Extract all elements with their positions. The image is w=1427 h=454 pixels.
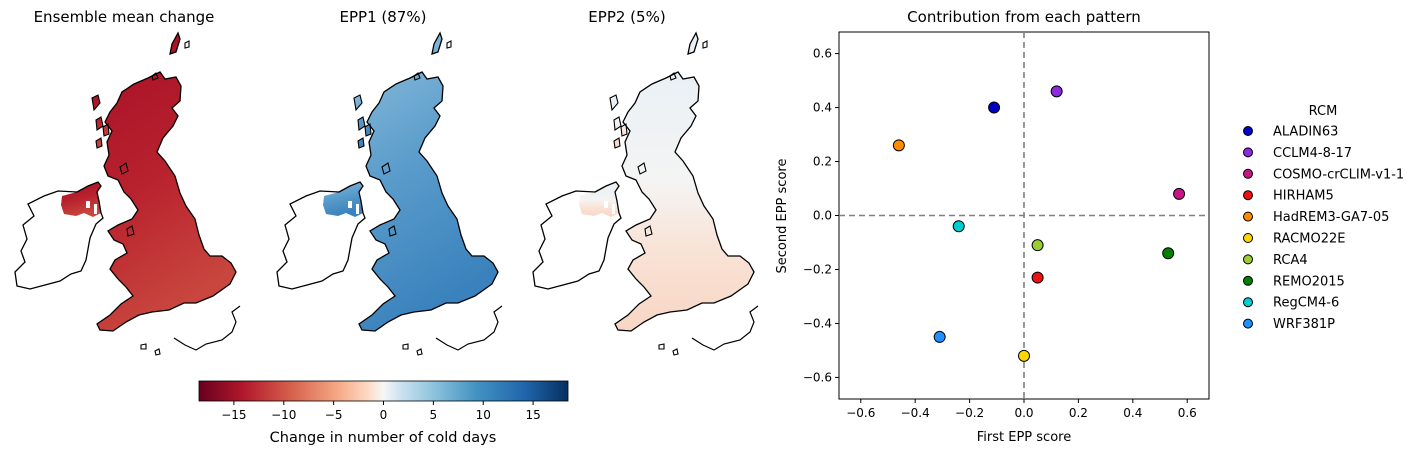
point-hadrem3-ga7-05 (892, 139, 905, 152)
scatter-panel: Contribution from each pattern −0.6 −0.4−… (775, 8, 1210, 445)
legend-marker (1243, 211, 1253, 222)
colorbar-tick-label: 0 (380, 408, 388, 422)
y-tick-label: −0.4 (803, 316, 832, 330)
point-aladin63 (988, 101, 1001, 114)
point-remo2015 (1162, 247, 1175, 260)
scatter-title: Contribution from each pattern (907, 8, 1141, 26)
legend-label: WRF381P (1273, 317, 1335, 332)
legend-label: REMO2015 (1273, 274, 1345, 289)
colorbar-tick-label: −10 (271, 408, 296, 422)
x-tick-label: 0.4 (1123, 406, 1142, 420)
x-tick-label: −0.6 (846, 406, 875, 420)
legend-marker (1243, 168, 1253, 179)
x-tick-label: 0.2 (1069, 406, 1088, 420)
ensemble-missing-cell (86, 201, 90, 208)
legend-marker (1243, 297, 1253, 308)
x-tick-label: 0.0 (1014, 406, 1033, 420)
ensemble-missing-cell (94, 204, 97, 214)
map-title-ensemble: Ensemble mean change (34, 8, 215, 26)
legend-items: ALADIN63 CCLM4-8-17 COSMO-crCLIM-v1-1 HIRHA… (1243, 125, 1404, 332)
map-title-epp2: EPP2 (5%) (588, 8, 665, 26)
x-tick-label: −0.4 (901, 406, 930, 420)
map-panel-epp2: EPP2 (5%) (532, 8, 759, 356)
scatter-points (892, 85, 1186, 362)
point-regcm4-6 (952, 220, 965, 233)
epp2-missing-cell (604, 201, 608, 208)
point-racmo22e (1018, 349, 1030, 362)
x-tick-label: 0.6 (1178, 406, 1197, 420)
colorbar-tick-label: 10 (476, 408, 491, 422)
map-panel-ensemble: Ensemble mean change (14, 8, 241, 356)
legend-marker (1243, 233, 1253, 243)
point-wrf381p (933, 330, 946, 343)
colorbar-gradient (198, 380, 569, 402)
colorbar-tick-label: −5 (325, 408, 343, 422)
epp1-missing-cell (348, 201, 352, 208)
legend-marker (1243, 318, 1253, 329)
map-panel-epp1: EPP1 (87%) (276, 8, 503, 356)
y-axis-label: Second EPP score (775, 159, 790, 274)
point-hirham5 (1031, 271, 1044, 284)
point-cclm4-8-17 (1050, 85, 1063, 98)
reference-lines (839, 32, 1209, 399)
y-tick-label: −0.6 (803, 370, 832, 384)
legend: RCM ALADIN63 CCLM4-8-17 COSMO-crCLIM-v1-1 H… (1243, 104, 1404, 332)
legend-marker (1243, 190, 1253, 201)
map-title-epp1: EPP1 (87%) (340, 8, 427, 26)
legend-label: RACMO22E (1273, 232, 1345, 247)
legend-marker (1243, 126, 1253, 136)
legend-label: CCLM4-8-17 (1273, 146, 1352, 161)
x-axis-ticks: −0.6 −0.4 −0.2 0.0 0.2 0.4 0.6 (846, 399, 1197, 420)
colorbar-label: Change in number of cold days (270, 430, 497, 446)
legend-label: COSMO-crCLIM-v1-1 (1273, 167, 1404, 182)
point-rca4 (1031, 239, 1044, 252)
x-axis-label: First EPP score (977, 430, 1071, 445)
colorbar-tick-label: −15 (221, 408, 246, 422)
colorbar: −15 −10 −5 0 5 10 15 Change in number of cold … (198, 380, 569, 446)
epp1-missing-cell (356, 204, 359, 214)
legend-title: RCM (1309, 104, 1338, 119)
y-tick-label: 0.4 (813, 101, 832, 115)
y-tick-label: 0.2 (813, 155, 832, 169)
colorbar-ticks: −15 −10 −5 0 5 10 15 (221, 401, 541, 422)
y-axis-ticks: 0.6 0.4 0.2 0.0 −0.2 −0.4 −0.6 (803, 47, 839, 384)
point-cosmo-crclim-v1-1 (1173, 187, 1186, 200)
legend-label: RCA4 (1273, 253, 1308, 268)
y-tick-label: −0.2 (803, 262, 832, 276)
y-tick-label: 0.0 (813, 209, 832, 223)
colorbar-tick-label: 15 (525, 408, 540, 422)
y-tick-label: 0.6 (813, 47, 832, 61)
legend-label: HadREM3-GA7-05 (1273, 210, 1389, 225)
colorbar-tick-label: 5 (430, 408, 438, 422)
legend-marker (1243, 147, 1253, 158)
epp2-missing-cell (612, 204, 615, 214)
legend-label: RegCM4-6 (1273, 296, 1339, 311)
legend-label: ALADIN63 (1273, 125, 1338, 140)
legend-label: HIRHAM5 (1273, 189, 1334, 204)
legend-marker (1243, 254, 1253, 265)
x-tick-label: −0.2 (955, 406, 984, 420)
legend-marker (1243, 275, 1253, 286)
